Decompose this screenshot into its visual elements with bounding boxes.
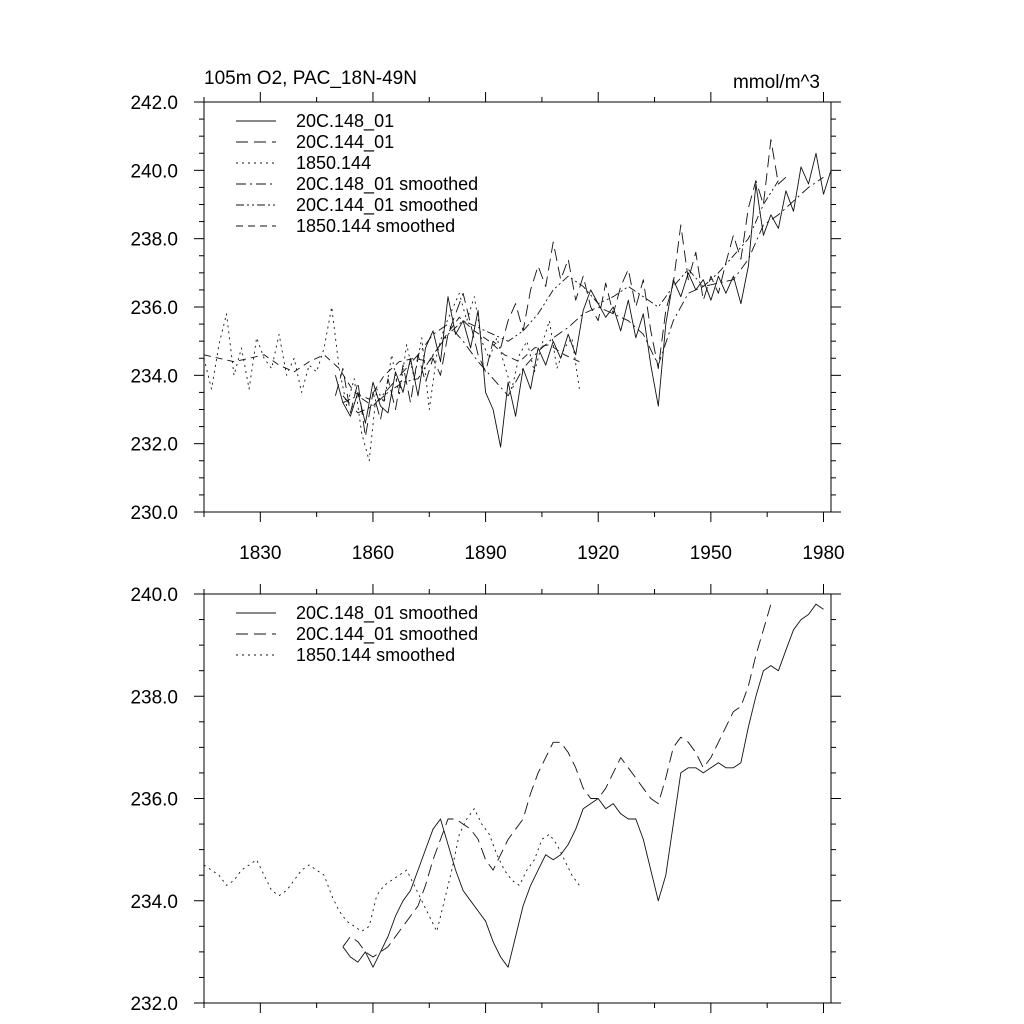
legend-label-0: 20C.148_01 smoothed — [296, 603, 478, 624]
y-tick-label: 240.0 — [130, 161, 178, 182]
x-tick-label: 1830 — [239, 543, 281, 564]
x-tick-label: 1920 — [577, 543, 619, 564]
y-tick-label: 232.0 — [130, 994, 178, 1015]
top-plot: 230.0 232.0 234.0 236.0 238.0 240.0 242.0 1830 1… — [130, 92, 845, 564]
series-line-20c-148-01 — [334, 152, 832, 448]
series-line-1850-144-smoothed — [203, 316, 580, 400]
x-tick-label: 1950 — [690, 543, 732, 564]
legend-label-2: 1850.144 smoothed — [296, 645, 455, 665]
y-tick-label: 238.0 — [130, 687, 178, 708]
x-tick-label: 1860 — [352, 543, 394, 564]
y-tick-label: 230.0 — [130, 503, 178, 524]
legend-label-4: 20C.144_01 smoothed — [296, 195, 478, 216]
series-line-20c-144-01-smoothed — [342, 180, 779, 407]
legend-label-0: 20C.148_01 — [296, 111, 394, 132]
x-tick-label: 1980 — [802, 543, 844, 564]
series-line-20c-148-01-smoothed — [342, 603, 824, 968]
y-tick-label: 242.0 — [130, 93, 178, 114]
y-tick-label: 232.0 — [130, 435, 178, 456]
series-line-20c-148-01-smoothed — [342, 176, 824, 414]
y-tick-label: 236.0 — [130, 298, 178, 319]
legend-label-1: 20C.144_01 smoothed — [296, 624, 478, 645]
legend-label-3: 20C.148_01 smoothed — [296, 174, 478, 195]
x-tick-label: 1890 — [464, 543, 506, 564]
y-tick-label: 238.0 — [130, 230, 178, 251]
series-line-1850-144-smoothed — [203, 808, 580, 932]
y-tick-label: 234.0 — [130, 366, 178, 387]
chart-title: 105m O2, PAC_18N-49N — [204, 68, 417, 89]
series-line-20c-144-01-smoothed — [342, 604, 772, 958]
series-line-20c-144-01 — [334, 139, 787, 438]
legend-label-1: 20C.144_01 — [296, 132, 394, 153]
y-tick-label: 240.0 — [130, 585, 178, 606]
units-label: mmol/m^3 — [733, 72, 820, 93]
legend-label-5: 1850.144 smoothed — [296, 216, 455, 236]
y-tick-label: 236.0 — [130, 790, 178, 811]
legend-label-2: 1850.144 — [296, 153, 371, 173]
series-line-1850-144 — [203, 292, 580, 462]
bottom-plot: 232.0 234.0 236.0 238.0 240.0 20C.148_01 smoo… — [130, 584, 841, 1015]
y-tick-label: 234.0 — [130, 892, 178, 913]
